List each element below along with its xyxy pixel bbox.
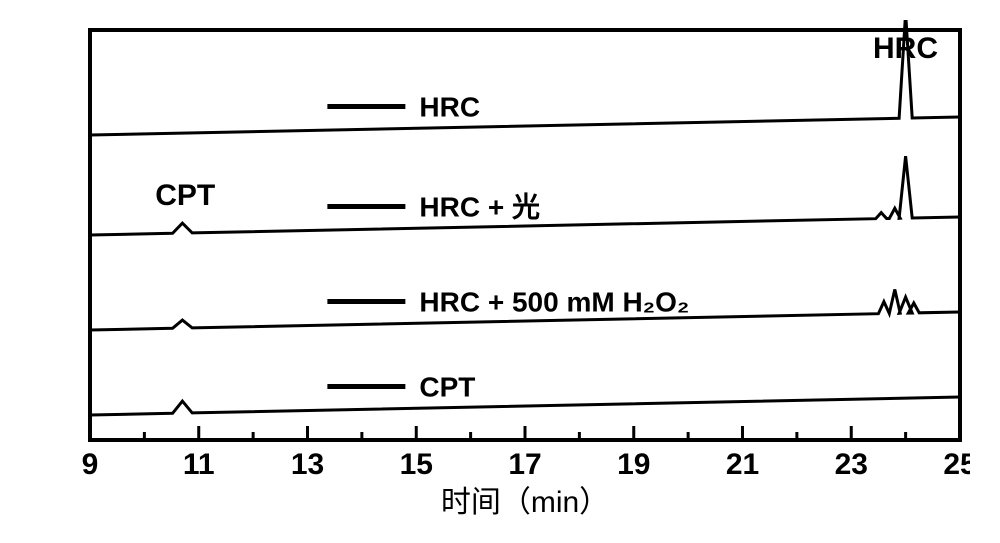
xtick-label: 13 bbox=[291, 448, 324, 481]
legend-label-1: HRC + 光 bbox=[419, 191, 540, 222]
xtick-label: 9 bbox=[82, 448, 99, 481]
xtick-label: 25 bbox=[943, 448, 970, 481]
annotation-0: HRC bbox=[873, 32, 938, 65]
trace-3 bbox=[90, 397, 960, 415]
xtick-label: 21 bbox=[726, 448, 759, 481]
xtick-label: 23 bbox=[835, 448, 868, 481]
chart-svg: HRC HRC + 光 HRC + 500 mM H₂O₂ CPT HRC CPT 9 11 1… bbox=[30, 20, 970, 520]
legend-label-2: HRC + 500 mM H₂O₂ bbox=[419, 286, 689, 317]
trace-0 bbox=[90, 20, 960, 135]
plot-border bbox=[90, 30, 960, 440]
xtick-label: 19 bbox=[617, 448, 650, 481]
annotation-1: CPT bbox=[155, 179, 215, 212]
legend-label-0: HRC bbox=[419, 91, 480, 122]
chromatogram-chart: HRC HRC + 光 HRC + 500 mM H₂O₂ CPT HRC CPT 9 11 1… bbox=[30, 20, 970, 520]
xtick-label: 17 bbox=[508, 448, 541, 481]
xtick-label: 11 bbox=[183, 448, 215, 481]
x-axis-label: 时间（min） bbox=[441, 486, 609, 519]
legend-label-3: CPT bbox=[419, 371, 475, 402]
xtick-label: 15 bbox=[400, 448, 433, 481]
